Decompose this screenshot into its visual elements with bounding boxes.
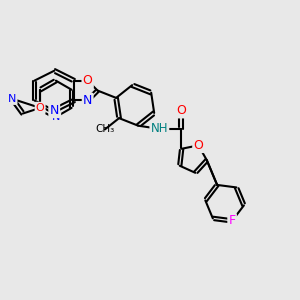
Text: O: O: [176, 104, 186, 117]
Text: O: O: [83, 74, 93, 87]
Text: N: N: [83, 94, 92, 107]
Text: N: N: [8, 94, 16, 104]
Text: O: O: [36, 103, 44, 113]
Text: N: N: [52, 112, 60, 122]
Text: NH: NH: [151, 122, 168, 135]
Text: N: N: [50, 104, 59, 117]
Text: F: F: [229, 214, 236, 227]
Text: O: O: [194, 139, 203, 152]
Text: CH₃: CH₃: [95, 124, 115, 134]
